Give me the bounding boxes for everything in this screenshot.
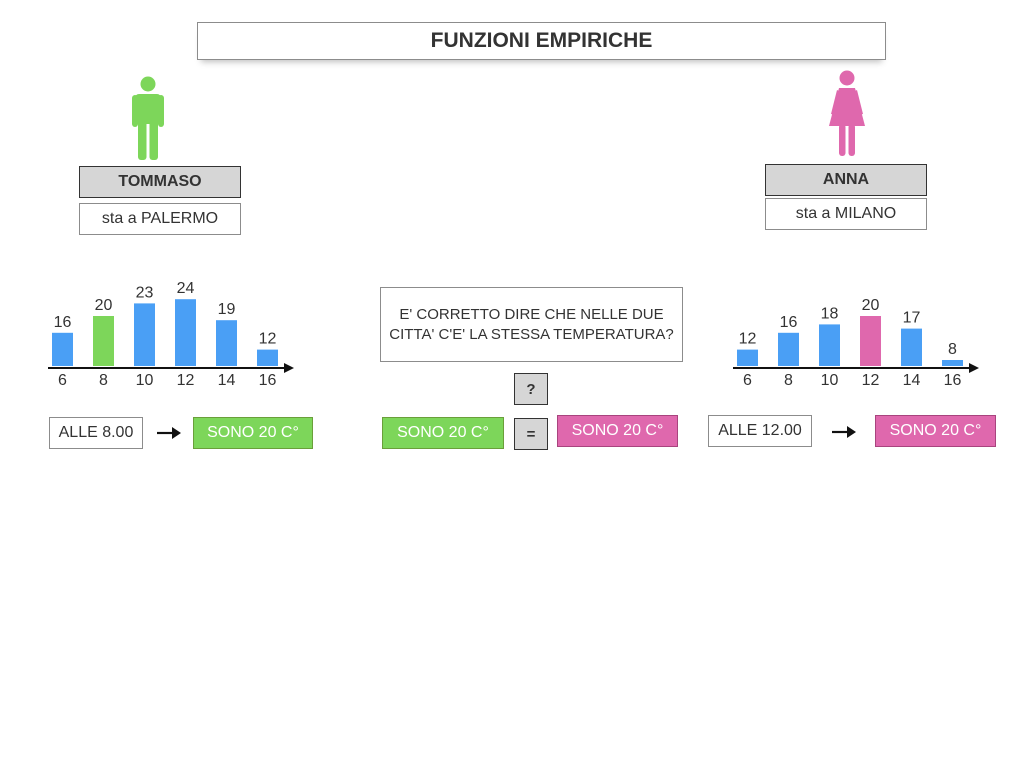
bar-value-label: 20 — [862, 297, 880, 314]
bar-value-label: 16 — [54, 314, 72, 331]
x-tick-label: 10 — [821, 372, 839, 389]
arrow-right-icon — [157, 427, 181, 439]
city-label-left: sta a PALERMO — [79, 203, 241, 235]
bar — [216, 320, 237, 366]
x-tick-label: 8 — [784, 372, 793, 389]
x-tick-label: 14 — [218, 372, 236, 389]
time-label-left: ALLE 8.00 — [49, 417, 143, 449]
center-value-left: SONO 20 C° — [382, 417, 504, 449]
bar — [134, 303, 155, 366]
bar — [737, 349, 758, 366]
page-title: FUNZIONI EMPIRICHE — [197, 22, 886, 60]
question-box: E' CORRETTO DIRE CHE NELLE DUE CITTA' C'… — [380, 287, 683, 362]
center-value-right: SONO 20 C° — [557, 415, 678, 447]
bar — [93, 316, 114, 366]
person-name-left: TOMMASO — [79, 166, 241, 198]
x-tick-label: 8 — [99, 372, 108, 389]
bar — [901, 328, 922, 366]
bar-value-label: 17 — [903, 310, 921, 327]
temperature-chart-left: 16 6 20 8 23 10 24 12 19 14 12 16 — [48, 280, 294, 389]
x-axis-arrow-icon — [284, 363, 294, 373]
x-tick-label: 6 — [743, 372, 752, 389]
x-axis-arrow-icon — [969, 363, 979, 373]
bar-value-label: 18 — [821, 305, 839, 322]
bar-value-label: 23 — [136, 284, 154, 301]
bar-value-label: 20 — [95, 297, 113, 314]
bar — [175, 299, 196, 366]
female-person-icon — [829, 70, 865, 156]
result-box-left: SONO 20 C° — [193, 417, 313, 449]
bar — [819, 324, 840, 366]
bar-value-label: 19 — [218, 301, 236, 318]
question-mark-box: ? — [514, 373, 548, 405]
bar-value-label: 12 — [259, 331, 277, 348]
x-tick-label: 12 — [862, 372, 880, 389]
result-box-right: SONO 20 C° — [875, 415, 996, 447]
temperature-chart-right: 12 6 16 8 18 10 20 12 17 14 8 16 — [733, 297, 979, 389]
bar-value-label: 12 — [739, 331, 757, 348]
time-label-right: ALLE 12.00 — [708, 415, 812, 447]
bar-value-label: 16 — [780, 314, 798, 331]
x-tick-label: 16 — [259, 372, 277, 389]
male-person-icon — [132, 76, 164, 160]
equals-box: = — [514, 418, 548, 450]
x-tick-label: 10 — [136, 372, 154, 389]
x-tick-label: 14 — [903, 372, 921, 389]
x-tick-label: 16 — [944, 372, 962, 389]
bar — [52, 332, 73, 366]
person-name-right: ANNA — [765, 164, 927, 196]
x-tick-label: 6 — [58, 372, 67, 389]
x-tick-label: 12 — [177, 372, 195, 389]
bar-value-label: 8 — [948, 341, 957, 358]
bar-value-label: 24 — [177, 280, 195, 297]
bar — [860, 316, 881, 366]
city-label-right: sta a MILANO — [765, 198, 927, 230]
bar — [257, 349, 278, 366]
bar — [778, 332, 799, 366]
arrow-right-icon — [832, 426, 856, 438]
bar — [942, 360, 963, 366]
